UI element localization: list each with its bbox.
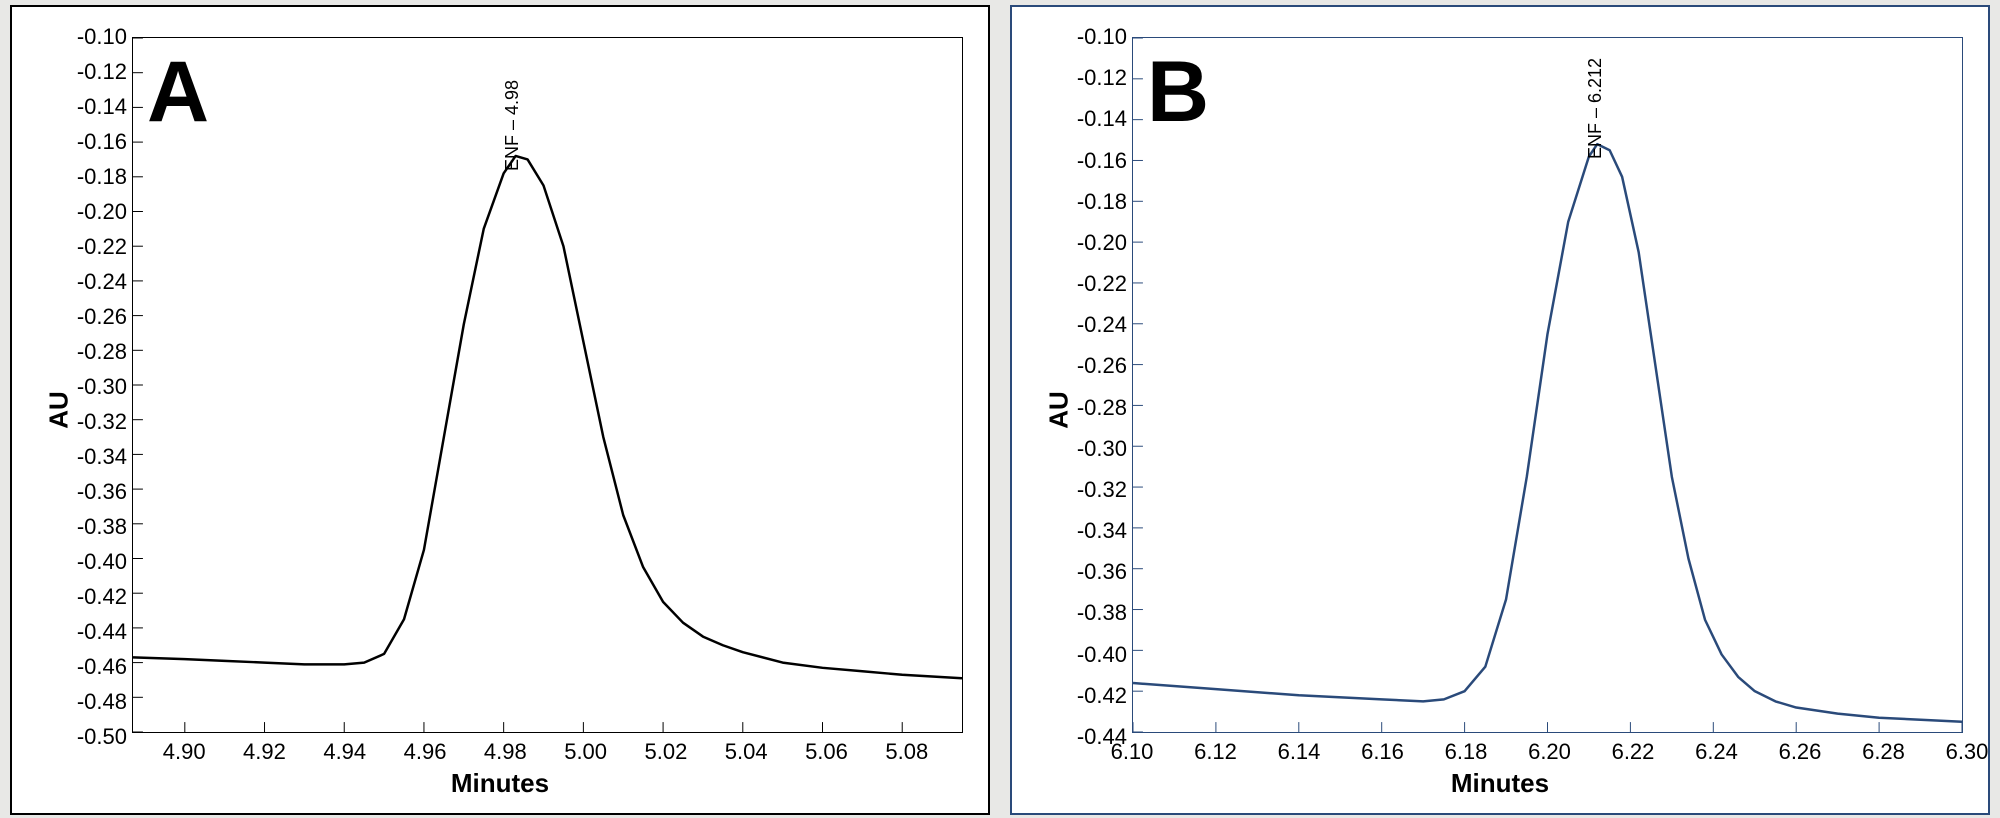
y-tick-label: -0.16 <box>1072 148 1127 174</box>
y-tick-label: -0.34 <box>72 444 127 470</box>
x-tick-label: 5.00 <box>564 739 607 765</box>
x-axis-label-a: Minutes <box>451 768 549 799</box>
y-tick-label: -0.26 <box>1072 353 1127 379</box>
x-axis-label-b: Minutes <box>1451 768 1549 799</box>
y-tick-label: -0.10 <box>1072 24 1127 50</box>
y-tick-label: -0.38 <box>1072 600 1127 626</box>
chart-panel-b: B AU Minutes ENF – 6.212 -0.44-0.42-0.40… <box>1010 5 1990 815</box>
y-tick-label: -0.22 <box>72 234 127 260</box>
y-tick-label: -0.28 <box>1072 395 1127 421</box>
x-tick-label: 6.30 <box>1946 739 1989 765</box>
x-tick-label: 5.08 <box>885 739 928 765</box>
y-tick-label: -0.10 <box>72 24 127 50</box>
x-tick-label: 6.24 <box>1695 739 1738 765</box>
y-tick-label: -0.42 <box>1072 683 1127 709</box>
y-tick-label: -0.34 <box>1072 518 1127 544</box>
y-tick-label: -0.38 <box>72 514 127 540</box>
x-tick-label: 5.04 <box>725 739 768 765</box>
x-tick-label: 4.94 <box>323 739 366 765</box>
chart-panel-a: A AU Minutes ENF – 4.98 -0.50-0.48-0.46-… <box>10 5 990 815</box>
x-tick-label: 5.02 <box>644 739 687 765</box>
x-tick-label: 6.18 <box>1445 739 1488 765</box>
y-tick-label: -0.32 <box>1072 477 1127 503</box>
y-tick-label: -0.18 <box>72 164 127 190</box>
y-tick-label: -0.22 <box>1072 271 1127 297</box>
y-tick-label: -0.24 <box>1072 312 1127 338</box>
chart-svg-b <box>1133 38 1962 732</box>
y-tick-label: -0.30 <box>72 374 127 400</box>
y-tick-label: -0.30 <box>1072 436 1127 462</box>
y-tick-label: -0.20 <box>72 199 127 225</box>
y-tick-label: -0.14 <box>72 94 127 120</box>
peak-label-b: ENF – 6.212 <box>1585 58 1606 159</box>
y-tick-label: -0.12 <box>72 59 127 85</box>
y-tick-label: -0.44 <box>72 619 127 645</box>
x-tick-label: 6.22 <box>1612 739 1655 765</box>
y-tick-label: -0.48 <box>72 689 127 715</box>
y-tick-label: -0.18 <box>1072 189 1127 215</box>
x-tick-label: 4.98 <box>484 739 527 765</box>
y-tick-label: -0.26 <box>72 304 127 330</box>
x-tick-label: 6.14 <box>1278 739 1321 765</box>
y-tick-label: -0.32 <box>72 409 127 435</box>
y-tick-label: -0.50 <box>72 724 127 750</box>
y-tick-label: -0.36 <box>72 479 127 505</box>
x-tick-label: 6.26 <box>1779 739 1822 765</box>
y-tick-label: -0.12 <box>1072 65 1127 91</box>
x-tick-label: 4.96 <box>404 739 447 765</box>
y-tick-label: -0.46 <box>72 654 127 680</box>
plot-area-b <box>1132 37 1963 733</box>
y-tick-label: -0.20 <box>1072 230 1127 256</box>
y-tick-label: -0.40 <box>1072 642 1127 668</box>
y-tick-label: -0.40 <box>72 549 127 575</box>
peak-label-a: ENF – 4.98 <box>502 80 523 171</box>
y-tick-label: -0.28 <box>72 339 127 365</box>
y-tick-label: -0.42 <box>72 584 127 610</box>
y-tick-label: -0.16 <box>72 129 127 155</box>
x-tick-label: 4.92 <box>243 739 286 765</box>
y-axis-label-b: AU <box>1043 391 1074 429</box>
x-tick-label: 4.90 <box>163 739 206 765</box>
x-tick-label: 6.16 <box>1361 739 1404 765</box>
x-tick-label: 6.12 <box>1194 739 1237 765</box>
x-tick-label: 5.06 <box>805 739 848 765</box>
plot-area-a <box>132 37 963 733</box>
y-axis-label-a: AU <box>43 391 74 429</box>
x-tick-label: 6.28 <box>1862 739 1905 765</box>
y-tick-label: -0.24 <box>72 269 127 295</box>
y-tick-label: -0.36 <box>1072 559 1127 585</box>
y-tick-label: -0.14 <box>1072 106 1127 132</box>
x-tick-label: 6.10 <box>1111 739 1154 765</box>
x-tick-label: 6.20 <box>1528 739 1571 765</box>
chart-svg-a <box>133 38 962 732</box>
